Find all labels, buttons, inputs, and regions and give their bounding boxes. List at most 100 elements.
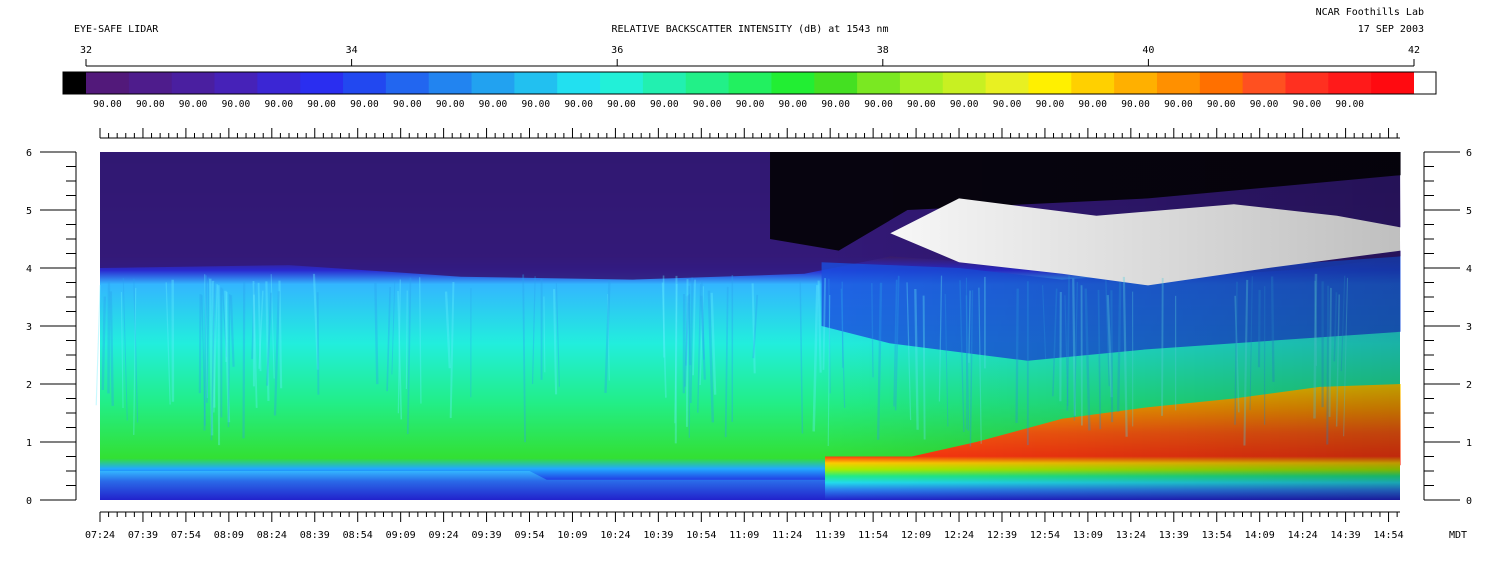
- x-tick-label: 10:24: [600, 530, 630, 541]
- colorbar-bin-label: 90.00: [393, 99, 422, 110]
- colorbar-cell: [600, 72, 644, 94]
- x-tick-label: 14:09: [1245, 530, 1275, 541]
- colorbar: 32 34 36 38 40 42 90.00 90.00 90.00 90.00 90.00 90…: [62, 45, 1437, 110]
- y-axis-left: 0 1 2 3 4 5 6: [26, 148, 77, 507]
- colorbar-tick-label: 36: [611, 45, 623, 56]
- colorbar-cell: [343, 72, 387, 94]
- x-tick-label: 09:09: [386, 530, 416, 541]
- colorbar-cells: [63, 72, 1436, 94]
- x-tick-label: 10:09: [557, 530, 587, 541]
- x-tick-label: 13:39: [1159, 530, 1189, 541]
- y-tick-label: 0: [26, 496, 32, 507]
- colorbar-bin-label: 90.00: [1164, 99, 1193, 110]
- x-tick-label: 12:39: [987, 530, 1017, 541]
- colorbar-cell: [814, 72, 858, 94]
- colorbar-underflow-cell: [63, 72, 86, 94]
- colorbar-bin-label: 90.00: [564, 99, 593, 110]
- y-tick-label: 1: [26, 438, 32, 449]
- colorbar-bin-label: 90.00: [350, 99, 379, 110]
- colorbar-cell: [942, 72, 987, 94]
- y-tick-label: 5: [1466, 206, 1472, 217]
- colorbar-cell: [1156, 72, 1201, 94]
- x-tick-label: 08:54: [343, 530, 373, 541]
- colorbar-bin-label: 90.00: [522, 99, 551, 110]
- colorbar-cell: [1114, 72, 1158, 94]
- colorbar-bin-label: 90.00: [1078, 99, 1107, 110]
- organization-label: NCAR Foothills Lab: [1316, 7, 1424, 18]
- x-tick-label: 13:24: [1116, 530, 1146, 541]
- colorbar-cell: [985, 72, 1029, 94]
- colorbar-cell: [514, 72, 558, 94]
- x-tick-label: 14:39: [1331, 530, 1361, 541]
- colorbar-bin-label: 90.00: [907, 99, 936, 110]
- colorbar-bin-label: 90.00: [436, 99, 465, 110]
- colorbar-bin-label: 90.00: [136, 99, 165, 110]
- x-tick-label: 10:39: [643, 530, 673, 541]
- plot-shading: [100, 152, 1400, 500]
- colorbar-bin-label: 90.00: [993, 99, 1022, 110]
- colorbar-cell: [728, 72, 772, 94]
- instrument-title: EYE-SAFE LIDAR: [74, 24, 159, 35]
- y-tick-label: 5: [26, 206, 32, 217]
- x-tick-label: 12:24: [944, 530, 974, 541]
- x-tick-label: 09:54: [514, 530, 544, 541]
- y-tick-label: 1: [1466, 438, 1472, 449]
- x-tick-label: 08:24: [257, 530, 287, 541]
- colorbar-cell: [300, 72, 344, 94]
- plume-streak: [95, 285, 101, 406]
- colorbar-cell: [557, 72, 601, 94]
- colorbar-bin-label: 90.00: [1207, 99, 1236, 110]
- x-tick-label: 07:24: [85, 530, 115, 541]
- x-tick-label: 12:09: [901, 530, 931, 541]
- colorbar-bin-label: 90.00: [864, 99, 893, 110]
- timezone-label: MDT: [1449, 530, 1467, 541]
- x-tick-label: 14:24: [1288, 530, 1318, 541]
- y-tick-label: 6: [1466, 148, 1472, 159]
- colorbar-bin-label: 90.00: [179, 99, 208, 110]
- y-tick-label: 4: [26, 264, 32, 275]
- y-tick-label: 4: [1466, 264, 1472, 275]
- x-tick-label: 11:09: [729, 530, 759, 541]
- colorbar-tick-labels: 32 34 36 38 40 42: [80, 45, 1420, 66]
- colorbar-tick-label: 40: [1142, 45, 1154, 56]
- colorbar-cell: [1199, 72, 1244, 94]
- colorbar-cell: [385, 72, 430, 94]
- colorbar-overflow-cell: [1414, 72, 1436, 94]
- colorbar-cell: [899, 72, 944, 94]
- x-axis: 07:24 07:39 07:54 08:09 08:24 08:39 08:54 09:09…: [85, 511, 1404, 541]
- colorbar-cell: [471, 72, 515, 94]
- colorbar-tick-label: 38: [877, 45, 889, 56]
- colorbar-bin-label: 90.00: [779, 99, 808, 110]
- colorbar-cell: [1242, 72, 1286, 94]
- colorbar-bin-label: 90.00: [1036, 99, 1065, 110]
- colorbar-bin-label: 90.00: [307, 99, 336, 110]
- colorbar-frame: [62, 71, 1437, 95]
- x-tick-label: 11:39: [815, 530, 845, 541]
- colorbar-bin-label: 90.00: [222, 99, 251, 110]
- x-tick-label: 13:09: [1073, 530, 1103, 541]
- colorbar-bin-label: 90.00: [264, 99, 293, 110]
- x-tick-label: 10:54: [686, 530, 716, 541]
- colorbar-bin-labels: 90.00 90.00 90.00 90.00 90.00 90.00 90.00 90.00…: [93, 99, 1364, 110]
- colorbar-bin-label: 90.00: [650, 99, 679, 110]
- y-tick-label: 3: [1466, 322, 1472, 333]
- x-tick-label: 13:54: [1202, 530, 1232, 541]
- colorbar-bin-label: 90.00: [821, 99, 850, 110]
- x-tick-label: 07:39: [128, 530, 158, 541]
- colorbar-bin-label: 90.00: [1335, 99, 1364, 110]
- x-tick-label: 09:24: [429, 530, 459, 541]
- colorbar-bin-label: 90.00: [693, 99, 722, 110]
- colorbar-bin-label: 90.00: [950, 99, 979, 110]
- colorbar-bin-label: 90.00: [736, 99, 765, 110]
- y-tick-label: 3: [26, 322, 32, 333]
- x-tick-label: 09:39: [472, 530, 502, 541]
- colorbar-cell: [86, 72, 130, 94]
- plot-area: [95, 152, 1401, 500]
- x-tick-label: 14:54: [1373, 530, 1403, 541]
- colorbar-cell: [128, 72, 173, 94]
- y-tick-label: 0: [1466, 496, 1472, 507]
- colorbar-bin-label: 90.00: [1250, 99, 1279, 110]
- colorbar-tick-label: 34: [346, 45, 358, 56]
- x-tick-label: 12:54: [1030, 530, 1060, 541]
